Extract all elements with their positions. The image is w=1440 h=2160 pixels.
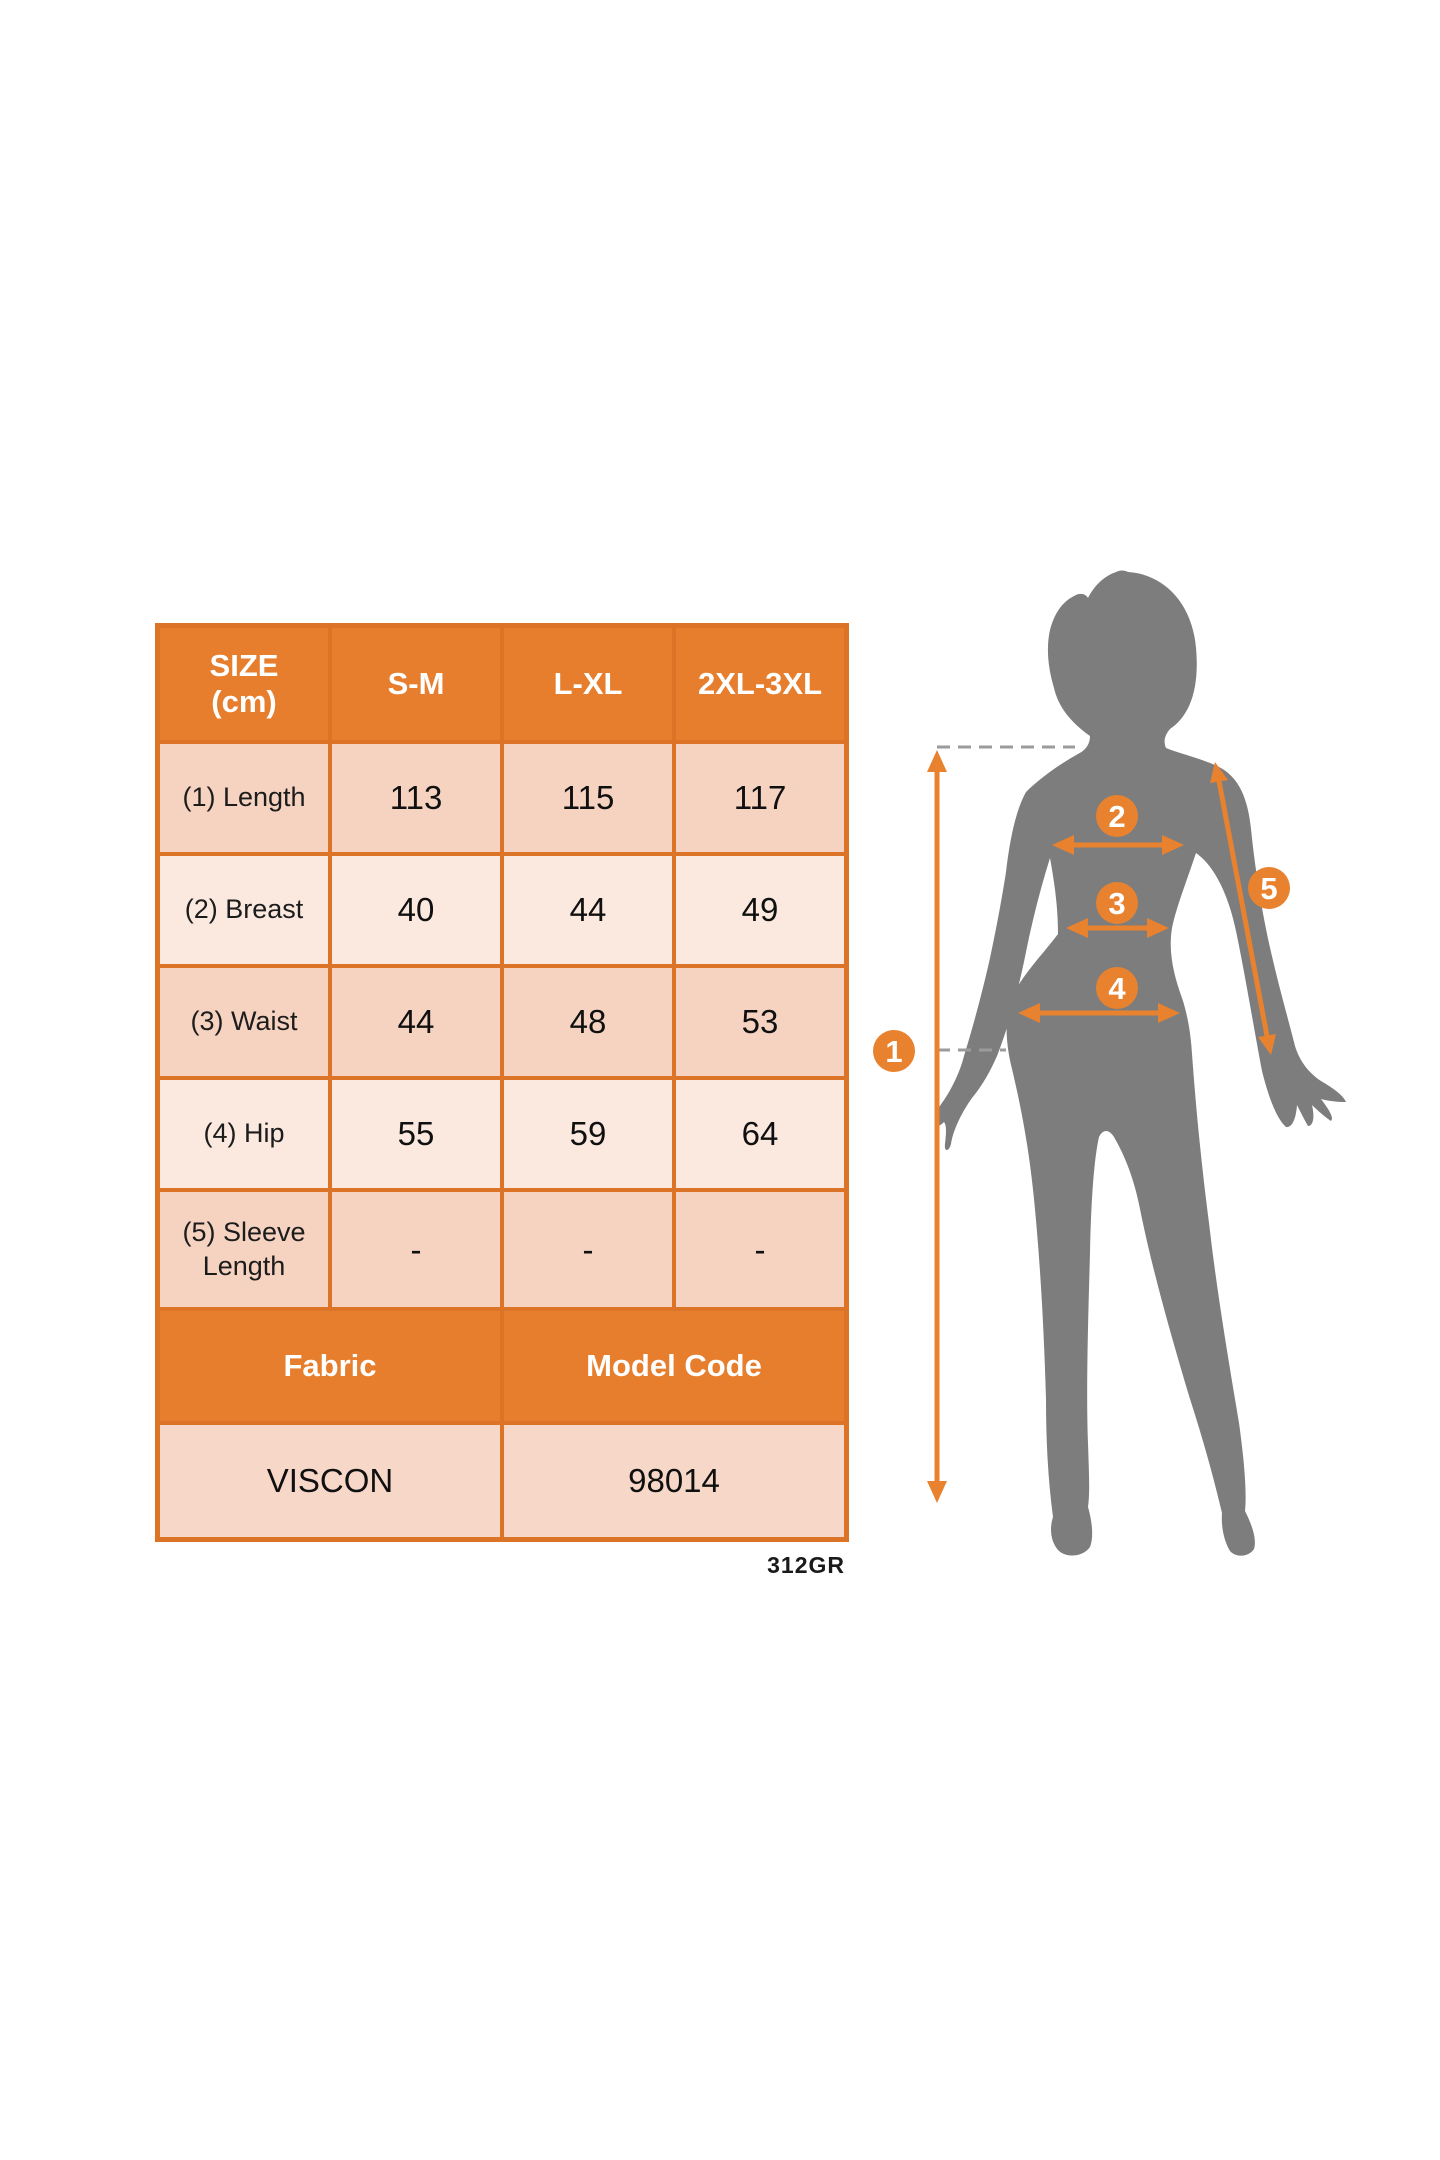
length-measure-arrow xyxy=(927,750,947,1503)
row-length-value-lxl: 115 xyxy=(504,744,672,852)
row-waist-label: (3) Waist xyxy=(160,968,328,1076)
badge-5-label: 5 xyxy=(1260,871,1277,906)
row-waist-value-sm: 44 xyxy=(332,968,500,1076)
row-breast-value-2xl3xl: 49 xyxy=(676,856,844,964)
row-sleeve-value-2xl3xl: - xyxy=(676,1192,844,1307)
header-col-2xl3xl: 2XL-3XL xyxy=(676,628,844,740)
row-length-label: (1) Length xyxy=(160,744,328,852)
header-col-sm: S-M xyxy=(332,628,500,740)
row-sleeve-value-lxl: - xyxy=(504,1192,672,1307)
badge-4-label: 4 xyxy=(1108,971,1126,1006)
female-silhouette xyxy=(934,570,1346,1556)
row-breast-value-lxl: 44 xyxy=(504,856,672,964)
badge-3: 3 xyxy=(1096,882,1138,924)
row-sleeve-value-sm: - xyxy=(332,1192,500,1307)
hip-measure-arrow xyxy=(1018,1003,1180,1023)
footer-value-fabric: VISCON xyxy=(160,1425,500,1537)
footer-value-model-code: 98014 xyxy=(504,1425,844,1537)
header-size-line1: SIZE xyxy=(209,648,279,684)
footer-header-model-code: Model Code xyxy=(504,1311,844,1421)
badge-1-label: 1 xyxy=(885,1034,902,1069)
header-col-lxl: L-XL xyxy=(504,628,672,740)
row-hip-value-2xl3xl: 64 xyxy=(676,1080,844,1188)
row-hip-value-sm: 55 xyxy=(332,1080,500,1188)
row-length-value-2xl3xl: 117 xyxy=(676,744,844,852)
model-note: 312GR xyxy=(767,1552,845,1578)
row-waist-value-2xl3xl: 53 xyxy=(676,968,844,1076)
row-hip-label: (4) Hip xyxy=(160,1080,328,1188)
badge-2-label: 2 xyxy=(1108,799,1125,834)
badge-3-label: 3 xyxy=(1108,886,1125,921)
badge-1: 1 xyxy=(873,1030,915,1072)
header-size-line2: (cm) xyxy=(211,684,277,719)
waist-measure-arrow xyxy=(1066,918,1169,938)
row-hip-value-lxl: 59 xyxy=(504,1080,672,1188)
sleeve-measure-arrow xyxy=(1210,762,1276,1055)
badge-2: 2 xyxy=(1096,795,1138,837)
row-sleeve-label: (5) Sleeve Length xyxy=(160,1192,328,1307)
breast-measure-arrow xyxy=(1052,835,1184,855)
row-breast-value-sm: 40 xyxy=(332,856,500,964)
size-table: SIZE (cm) S-M L-XL 2XL-3XL (1) Length 11… xyxy=(155,623,849,1542)
row-breast-label: (2) Breast xyxy=(160,856,328,964)
badge-4: 4 xyxy=(1096,967,1138,1009)
footer-header-fabric: Fabric xyxy=(160,1311,500,1421)
badge-5: 5 xyxy=(1248,867,1290,909)
row-length-value-sm: 113 xyxy=(332,744,500,852)
row-waist-value-lxl: 48 xyxy=(504,968,672,1076)
header-size-cell: SIZE (cm) xyxy=(160,628,328,740)
